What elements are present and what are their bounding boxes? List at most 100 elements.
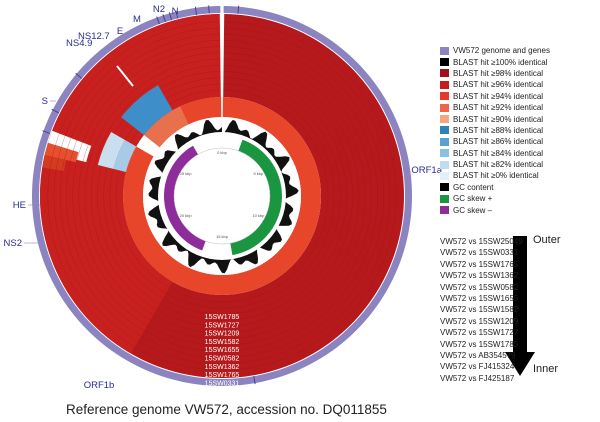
- comparison-item: VW572 vs 15SW1209: [440, 316, 519, 326]
- blast-band-left: [39, 14, 222, 354]
- ring-label: 15SW25049: [203, 389, 242, 396]
- legend-item: BLAST hit ≥90% identical: [440, 113, 598, 124]
- legend-label: BLAST hit ≥92% identical: [453, 103, 544, 113]
- legend-swatch: [440, 58, 449, 67]
- scale-label: 0 kbp: [217, 150, 228, 155]
- gene-boundary-tick: [75, 72, 83, 79]
- legend-swatch: [440, 115, 449, 124]
- ring-label: 15SW1765: [205, 372, 240, 379]
- legend-item: GC skew –: [440, 204, 598, 215]
- legend-item: BLAST hit ≥100% identical: [440, 56, 598, 67]
- legend-label: BLAST hit ≥84% identical: [453, 148, 544, 158]
- gene-label: NS2: [4, 238, 22, 249]
- blast-partial-hit: [42, 155, 67, 171]
- legend-swatch: [440, 69, 449, 78]
- gene-boundary-tick: [208, 5, 210, 14]
- legend-label: BLAST hit ≥88% identical: [453, 125, 544, 135]
- scale-label: 5 kbp: [253, 171, 264, 176]
- legend-item: BLAST hit ≥96% identical: [440, 79, 598, 90]
- legend-label: GC skew +: [453, 194, 493, 204]
- gene-boundary-tick: [237, 5, 240, 14]
- ring-label: 15SW0331: [205, 380, 240, 387]
- highlight-mark: [116, 65, 134, 87]
- legend-label: GC skew –: [453, 205, 493, 215]
- legend-item: BLAST hit ≥84% identical: [440, 148, 598, 159]
- gene-boundary-tick: [51, 108, 60, 114]
- legend-swatch: [440, 206, 449, 215]
- arrow-outer-label: Outer: [533, 234, 561, 246]
- figure-caption: Reference genome VW572, accession no. DQ…: [66, 402, 387, 417]
- scale-label: 20 kbp: [180, 213, 193, 218]
- blast-lightblue-block: [97, 132, 126, 169]
- legend-item: VW572 genome and genes: [440, 45, 598, 56]
- gene-label: ORF1a: [411, 165, 442, 176]
- legend-item: BLAST hit ≥82% identical: [440, 159, 598, 170]
- gene-label: NS4.9: [66, 38, 92, 49]
- ring-label: 15SW1785: [205, 314, 240, 321]
- comparison-item: VW572 vs FJ425187: [440, 373, 515, 383]
- gene-boundary-tick: [194, 6, 198, 15]
- legend-swatch: [440, 160, 449, 169]
- gene-label: N2: [153, 4, 165, 15]
- legend-item: BLAST hit ≥92% identical: [440, 102, 598, 113]
- legend-label: BLAST hit ≥82% identical: [453, 160, 544, 170]
- legend-label: GC content: [453, 182, 494, 192]
- gene-label: HE: [13, 200, 26, 211]
- legend-item: BLAST hit ≥88% identical: [440, 125, 598, 136]
- gc-skew-inner: [174, 148, 270, 244]
- comparison-item: VW572 vs 15SW1785: [440, 339, 519, 349]
- blast-inner-gap: [136, 135, 160, 157]
- gc-skew-negative: [164, 145, 208, 251]
- legend-label: BLAST hit ≥0% identical: [453, 171, 539, 181]
- ring-label: 15SW1655: [205, 347, 240, 354]
- legend-label: BLAST hit ≥98% identical: [453, 68, 544, 78]
- gene-label: M: [133, 14, 141, 25]
- outer-inner-arrow-shaft: [513, 236, 527, 352]
- genome-start-gap: [219, 9, 225, 98]
- arrow-inner-label: Inner: [533, 363, 559, 375]
- comparison-item: VW572 vs 15SW1362: [440, 271, 519, 281]
- ring-label: 15SW1727: [205, 322, 240, 329]
- legend-swatch: [440, 80, 449, 89]
- legend-label: BLAST hit ≥90% identical: [453, 114, 544, 124]
- legend-swatch: [440, 126, 449, 135]
- legend-item: BLAST hit ≥86% identical: [440, 136, 598, 147]
- legend-label: BLAST hit ≥86% identical: [453, 137, 544, 147]
- gene-boundary-tick: [253, 376, 256, 385]
- gene-boundary-tick: [162, 14, 166, 23]
- legend: VW572 genome and genes BLAST hit ≥100% id…: [440, 45, 598, 216]
- outer-inner-arrow-head: [505, 352, 535, 376]
- legend-swatch: [440, 137, 449, 146]
- comparison-item: VW572 vs 15SW1765: [440, 259, 519, 269]
- comparison-item: VW572 vs 15SW0582: [440, 282, 519, 292]
- legend-swatch: [440, 183, 449, 192]
- comparison-item: VW572 vs 15SW0331: [440, 248, 519, 258]
- gene-label: NS12.7: [78, 31, 110, 42]
- legend-swatch: [440, 171, 449, 180]
- ring-label: 15SW1362: [205, 364, 240, 371]
- comparison-item: VW572 vs FJ415324: [440, 362, 515, 372]
- comparison-list: VW572 vs 15SW25049 VW572 vs 15SW0331 VW572…: [440, 236, 550, 384]
- gc-skew-positive: [229, 139, 283, 256]
- gene-label: N: [172, 6, 179, 17]
- ring-label: 15SW0582: [205, 356, 240, 363]
- blast-lightblue-block: [113, 140, 137, 173]
- comparison-item: VW572 vs 15SW1655: [440, 293, 519, 303]
- legend-swatch: [440, 149, 449, 158]
- comparison-item: VW572 vs 15SW1582: [440, 305, 519, 315]
- ring-label: 15SW1582: [205, 339, 240, 346]
- comparison-item: VW572 vs AB354579: [440, 350, 516, 360]
- legend-swatch: [440, 92, 449, 101]
- gene-label: S: [42, 96, 48, 107]
- legend-item: BLAST hit ≥94% identical: [440, 91, 598, 102]
- gene-label: E: [117, 26, 123, 37]
- blast-band-inner-light: [140, 106, 189, 151]
- legend-item: GC skew +: [440, 193, 598, 204]
- legend-swatch: [440, 46, 449, 55]
- scale-label: 15 kbp: [216, 234, 229, 239]
- legend-item: BLAST hit ≥0% identical: [440, 170, 598, 181]
- blast-blue-block: [121, 85, 173, 136]
- comparison-item: VW572 vs 15SW1727: [440, 328, 519, 338]
- legend-swatch: [440, 194, 449, 203]
- ring-label: 15SW1209: [205, 331, 240, 338]
